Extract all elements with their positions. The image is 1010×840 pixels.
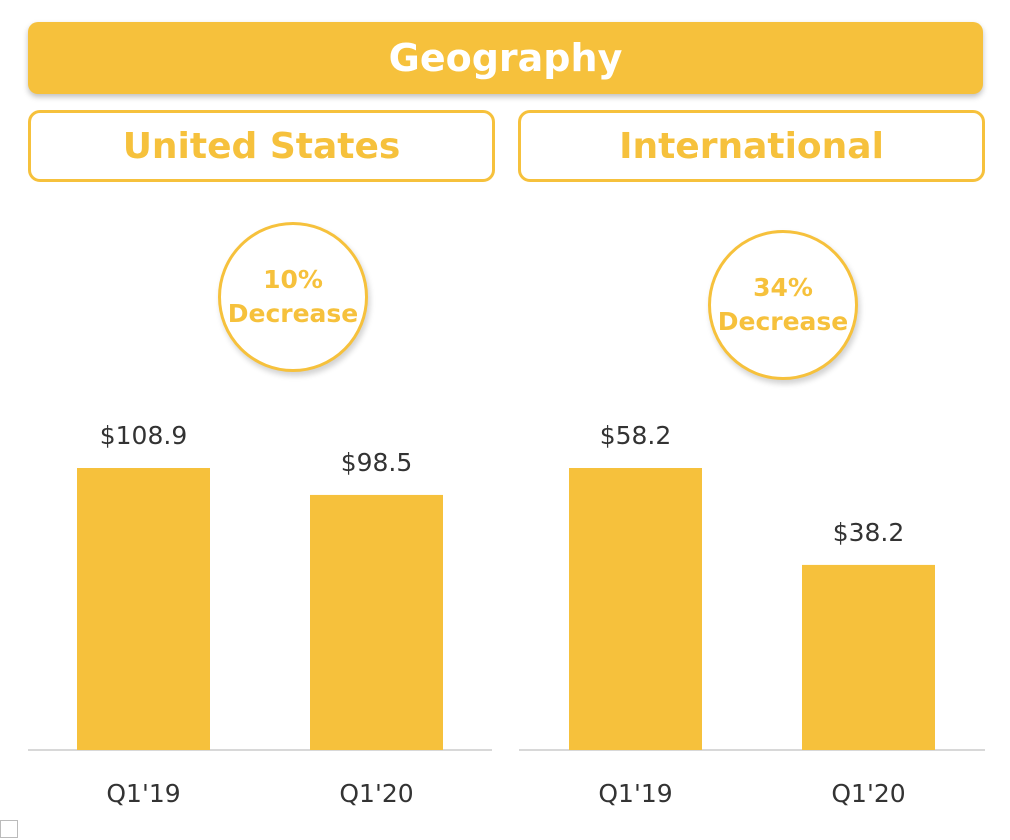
intl-section-header: International bbox=[518, 110, 985, 182]
us-value-label-0: $108.9 bbox=[100, 421, 187, 450]
us-change-badge: 10% Decrease bbox=[218, 222, 368, 372]
banner-title: Geography bbox=[388, 36, 623, 80]
intl-value-label-1: $38.2 bbox=[833, 518, 905, 547]
intl-bar-1 bbox=[802, 564, 935, 750]
intl-category-label-1: Q1'20 bbox=[831, 779, 905, 808]
us-category-label-0: Q1'19 bbox=[106, 779, 180, 808]
us-value-label-1: $98.5 bbox=[341, 448, 413, 477]
us-section-header: United States bbox=[28, 110, 495, 182]
geography-banner: Geography bbox=[28, 22, 983, 94]
us-section-title: United States bbox=[122, 125, 401, 167]
us-change-text: Decrease bbox=[227, 299, 359, 328]
us-change-percent: 10% bbox=[263, 265, 323, 294]
intl-section-title: International bbox=[619, 125, 884, 167]
us-category-label-1: Q1'20 bbox=[339, 779, 413, 808]
intl-bar-0 bbox=[569, 468, 702, 750]
intl-change-badge: 34% Decrease bbox=[708, 230, 858, 380]
corner-checkbox bbox=[0, 820, 18, 838]
intl-category-label-0: Q1'19 bbox=[598, 779, 672, 808]
intl-change-text: Decrease bbox=[717, 307, 849, 336]
us-bar-1 bbox=[310, 494, 443, 750]
intl-value-label-0: $58.2 bbox=[600, 421, 672, 450]
us-bar-0 bbox=[77, 468, 210, 750]
intl-change-percent: 34% bbox=[753, 273, 813, 302]
